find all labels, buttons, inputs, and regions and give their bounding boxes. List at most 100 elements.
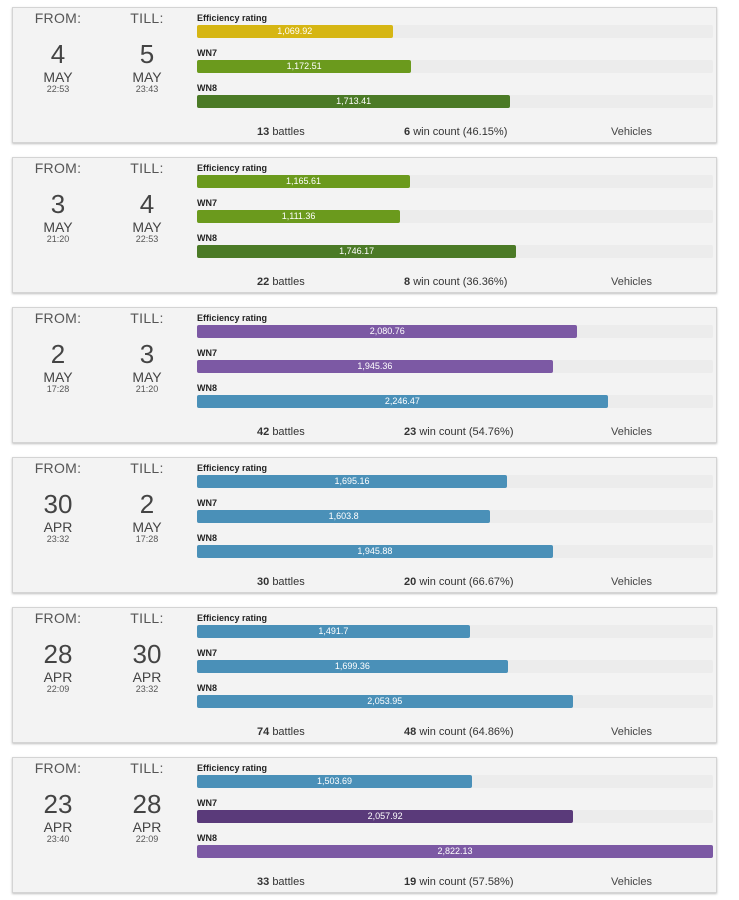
wins-number: 48 [404, 726, 417, 738]
from-day: 3 [50, 189, 66, 219]
battles-number: 42 [257, 426, 270, 438]
wn8-label: WN8 [197, 683, 217, 693]
efficiency-bar-track: 1,165.61 [197, 175, 713, 188]
session-card: FROM: 4 MAY 22:53 TILL: 5 MAY 23:43 Effi… [12, 7, 717, 143]
efficiency-bar: 1,069.92 [197, 25, 393, 38]
till-month: APR [132, 669, 162, 685]
vehicles-link[interactable]: Vehicles [611, 426, 652, 438]
from-month: MAY [43, 369, 73, 385]
wn7-label: WN7 [197, 798, 217, 808]
vehicles-link[interactable]: Vehicles [611, 126, 652, 138]
wn7-label: WN7 [197, 48, 217, 58]
battles-number: 22 [257, 276, 270, 288]
wn7-bar-track: 1,172.51 [197, 60, 713, 73]
efficiency-bar-track: 1,491.7 [197, 625, 713, 638]
battles-number: 33 [257, 876, 270, 888]
battles-count: 22 battles [257, 276, 305, 288]
wn8-value: 2,246.47 [384, 396, 420, 406]
efficiency-value: 1,165.61 [286, 176, 322, 186]
till-time: 23:43 [135, 84, 159, 94]
till-time: 22:53 [135, 234, 159, 244]
efficiency-value: 1,069.92 [277, 26, 313, 36]
from-month: APR [43, 819, 73, 835]
wn7-bar-track: 1,111.36 [197, 210, 713, 223]
wn7-bar-track: 1,945.36 [197, 360, 713, 373]
vehicles-link[interactable]: Vehicles [611, 276, 652, 288]
efficiency-label: Efficiency rating [197, 763, 268, 773]
wn8-bar: 2,246.47 [197, 395, 608, 408]
efficiency-value: 1,491.7 [318, 626, 349, 636]
battles-count: 74 battles [257, 726, 305, 738]
efficiency-value: 1,503.69 [316, 776, 352, 786]
wn8-value: 2,822.13 [437, 846, 473, 856]
wn8-bar-track: 2,246.47 [197, 395, 713, 408]
wins-label: win count [419, 426, 466, 438]
wn8-bar-track: 1,746.17 [197, 245, 713, 258]
from-day: 4 [50, 39, 66, 69]
wn8-bar: 1,945.88 [197, 545, 553, 558]
battles-label: battles [272, 126, 305, 138]
win-count: 23 win count (54.76%) [404, 426, 514, 438]
from-label: FROM: [34, 160, 82, 176]
session-card: FROM: 3 MAY 21:20 TILL: 4 MAY 22:53 Effi… [12, 157, 717, 293]
wins-number: 20 [404, 576, 417, 588]
wins-label: win count [413, 276, 460, 288]
wins-label: win count [419, 726, 466, 738]
from-label: FROM: [34, 760, 82, 776]
win-count: 19 win count (57.58%) [404, 876, 514, 888]
from-time: 21:20 [46, 234, 70, 244]
wn8-bar-track: 1,713.41 [197, 95, 713, 108]
battles-label: battles [272, 876, 305, 888]
battles-label: battles [272, 276, 305, 288]
wn7-value: 1,945.36 [357, 361, 393, 371]
from-label: FROM: [34, 610, 82, 626]
till-time: 17:28 [135, 534, 159, 544]
battles-count: 30 battles [257, 576, 305, 588]
wn8-bar-track: 1,945.88 [197, 545, 713, 558]
wn8-value: 2,053.95 [367, 696, 403, 706]
wn7-bar: 2,057.92 [197, 810, 574, 823]
wn8-label: WN8 [197, 533, 217, 543]
till-month: MAY [132, 69, 162, 85]
vehicles-link[interactable]: Vehicles [611, 876, 652, 888]
from-label: FROM: [34, 10, 82, 26]
from-time: 17:28 [46, 384, 70, 394]
from-time: 22:53 [46, 84, 70, 94]
wn7-label: WN7 [197, 198, 217, 208]
wn7-label: WN7 [197, 648, 217, 658]
win-count: 20 win count (66.67%) [404, 576, 514, 588]
vehicles-link[interactable]: Vehicles [611, 726, 652, 738]
till-label: TILL: [130, 460, 164, 476]
from-day: 28 [43, 639, 73, 669]
session-card: FROM: 28 APR 22:09 TILL: 30 APR 23:32 Ef… [12, 607, 717, 743]
till-day: 2 [139, 489, 155, 519]
wn7-bar: 1,172.51 [197, 60, 412, 73]
till-month: MAY [132, 519, 162, 535]
efficiency-label: Efficiency rating [197, 313, 268, 323]
efficiency-bar: 1,503.69 [197, 775, 472, 788]
till-day: 4 [139, 189, 155, 219]
wn7-label: WN7 [197, 498, 217, 508]
from-time: 23:40 [46, 834, 70, 844]
battles-label: battles [272, 576, 305, 588]
till-day: 30 [132, 639, 162, 669]
battles-count: 13 battles [257, 126, 305, 138]
battles-number: 74 [257, 726, 270, 738]
till-time: 21:20 [135, 384, 159, 394]
wins-label: win count [413, 126, 460, 138]
efficiency-value: 2,080.76 [369, 326, 405, 336]
till-day: 28 [132, 789, 162, 819]
wins-number: 8 [404, 276, 411, 288]
battles-count: 42 battles [257, 426, 305, 438]
wn8-bar-track: 2,053.95 [197, 695, 713, 708]
wins-number: 23 [404, 426, 417, 438]
from-day: 23 [43, 789, 73, 819]
win-percent: (46.15%) [462, 126, 508, 138]
from-time: 23:32 [46, 534, 70, 544]
vehicles-link[interactable]: Vehicles [611, 576, 652, 588]
wn7-value: 2,057.92 [367, 811, 403, 821]
from-month: APR [43, 519, 73, 535]
wn7-bar: 1,945.36 [197, 360, 553, 373]
wn8-label: WN8 [197, 233, 217, 243]
efficiency-label: Efficiency rating [197, 13, 268, 23]
